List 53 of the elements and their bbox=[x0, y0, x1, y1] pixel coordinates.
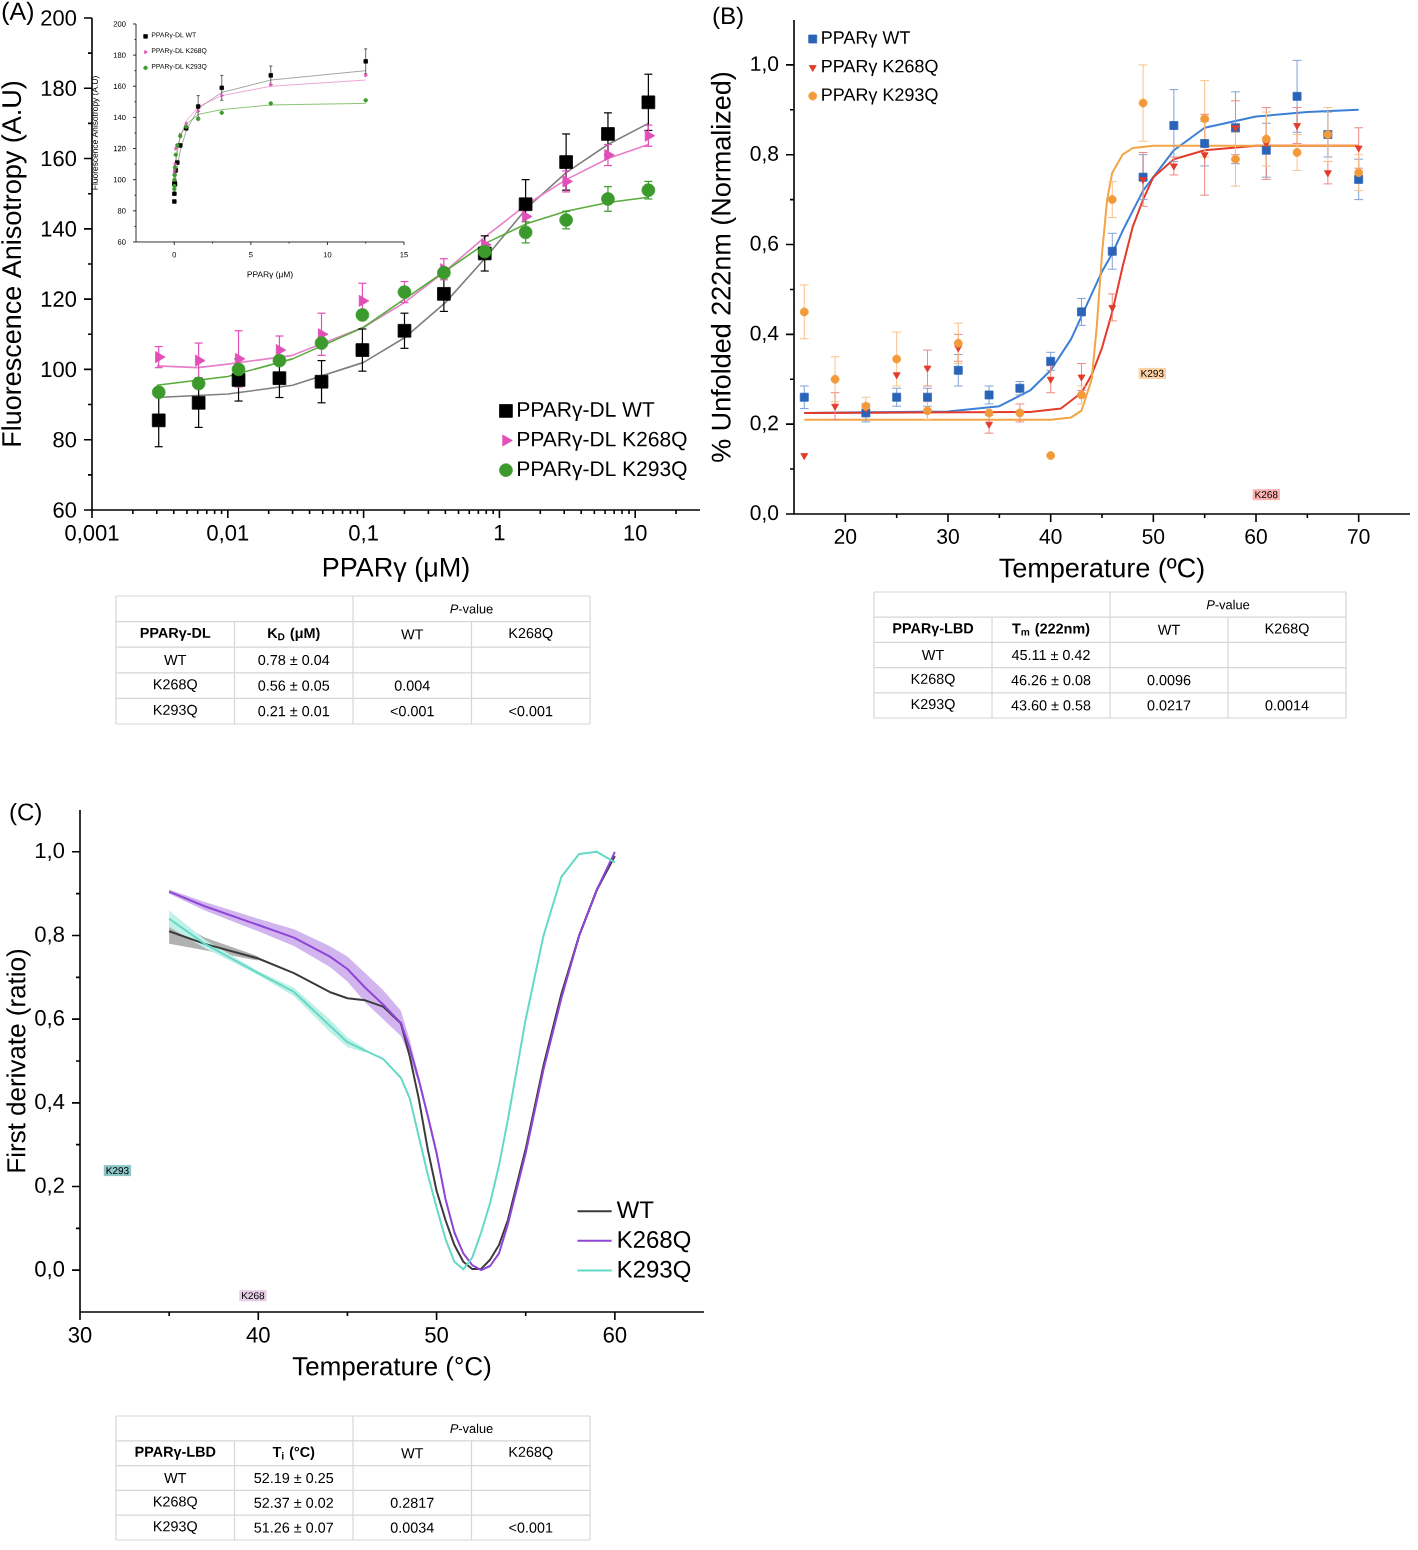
chart-title: (A) bbox=[2, 1, 33, 25]
x-axis-title: Temperature (°C) bbox=[292, 1356, 491, 1381]
y-tick-label: 0,4 bbox=[750, 325, 779, 344]
legend-label: K268Q bbox=[618, 1230, 691, 1253]
y-axis-title: % Unfolded 222nm (Normalized) bbox=[710, 72, 737, 462]
x-axis-title: PPARγ (μM) bbox=[323, 556, 469, 583]
x-tick-label: 30 bbox=[937, 529, 959, 544]
x-tick-label: 1 bbox=[494, 525, 505, 541]
y-tick-label: 80 bbox=[53, 431, 77, 448]
y-tick-label: 0,6 bbox=[35, 1010, 64, 1029]
y-tick-label: 0,0 bbox=[35, 1261, 65, 1280]
y-tick-label: 1,0 bbox=[751, 56, 779, 74]
x-tick-label: 50 bbox=[425, 1327, 448, 1343]
x-tick-label: 0,01 bbox=[207, 525, 249, 544]
y-tick-label: 200 bbox=[41, 10, 77, 26]
y-tick-label: 100 bbox=[41, 361, 77, 378]
legend-label: WT bbox=[616, 1201, 654, 1218]
y-tick-label: 1,0 bbox=[36, 842, 65, 861]
y-tick-label: 160 bbox=[41, 150, 77, 167]
y-tick-label: 140 bbox=[41, 221, 77, 237]
y-tick-label: 180 bbox=[41, 80, 77, 97]
legend-label: PPARγ K293Q bbox=[822, 88, 938, 105]
x-tick-label: 0,001 bbox=[65, 525, 119, 544]
x-axis-title: Temperature (ºC) bbox=[999, 557, 1204, 583]
chart-title: (C) bbox=[10, 802, 41, 826]
legend-label: PPARγ WT bbox=[822, 31, 910, 48]
legend-label: PPARγ-DL K293Q bbox=[518, 461, 687, 481]
y-tick-label: 0,0 bbox=[750, 505, 779, 523]
x-tick-label: 30 bbox=[68, 1327, 92, 1343]
legend-label: PPARγ-DL K268Q bbox=[518, 431, 687, 451]
y-tick-label: 0,8 bbox=[750, 146, 779, 164]
y-axis-title: Fluorescence Anisotropy (A.U) bbox=[1, 81, 27, 446]
y-tick-label: 0,4 bbox=[35, 1093, 65, 1112]
x-tick-label: 10 bbox=[624, 525, 647, 541]
x-tick-label: 60 bbox=[1245, 529, 1267, 544]
y-tick-label: 120 bbox=[41, 291, 77, 307]
x-tick-label: 0,1 bbox=[349, 525, 378, 544]
y-tick-label: 0,8 bbox=[35, 926, 64, 945]
y-tick-label: 0,2 bbox=[750, 415, 778, 433]
x-tick-label: 40 bbox=[1039, 529, 1062, 544]
y-tick-label: 60 bbox=[53, 502, 77, 518]
x-tick-label: 70 bbox=[1348, 529, 1370, 544]
x-tick-label: 40 bbox=[246, 1327, 270, 1343]
legend-label: PPARγ-DL WT bbox=[518, 402, 655, 422]
y-axis-title: First derivate (ratio) bbox=[6, 949, 31, 1172]
legend-label: PPARγ K268Q bbox=[822, 59, 938, 76]
legend-label: K293Q bbox=[618, 1260, 691, 1283]
chart-title: (B) bbox=[713, 6, 743, 30]
y-tick-label: 0,2 bbox=[35, 1177, 64, 1196]
x-tick-label: 50 bbox=[1142, 529, 1165, 544]
x-tick-label: 60 bbox=[603, 1327, 627, 1343]
x-tick-label: 20 bbox=[834, 529, 857, 544]
y-tick-label: 0,6 bbox=[750, 235, 779, 254]
